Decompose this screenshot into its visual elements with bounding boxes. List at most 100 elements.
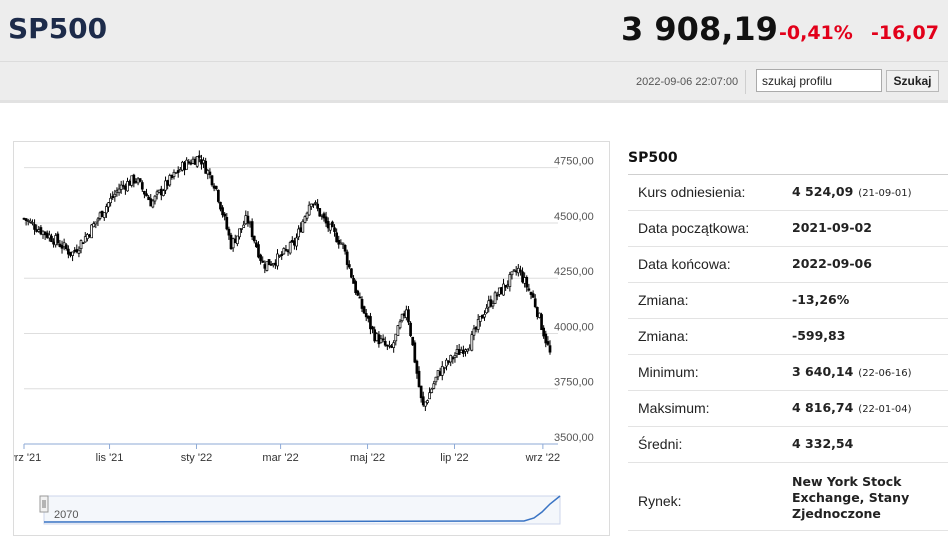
- stats-date: (22-01-04): [858, 404, 912, 415]
- chart-grid: [24, 167, 558, 445]
- stats-value: New York Stock Exchange, Stany Zjednoczo…: [792, 474, 910, 521]
- candle-body: [164, 180, 167, 191]
- candle-body: [33, 224, 36, 230]
- candle-body: [208, 171, 212, 175]
- chart-svg: 4750,00 4500,00 4250,00 4000,00 3750,00 3500,…: [14, 150, 594, 525]
- candle-body: [255, 242, 258, 248]
- stats-label: Data początkowa:: [638, 220, 750, 236]
- candle-body: [529, 292, 533, 295]
- stats-row: Kurs odniesienia: 4 524,09 (21-09-01): [628, 175, 948, 211]
- candle-body: [69, 251, 72, 256]
- candle-body: [105, 206, 108, 214]
- candle-body: [24, 218, 28, 221]
- candle-body: [37, 229, 41, 232]
- candle-body: [385, 344, 389, 347]
- y-tick-label: 3500,00: [554, 432, 594, 444]
- candle-body: [491, 303, 495, 307]
- candle-body: [90, 224, 93, 239]
- candle-body: [102, 212, 106, 218]
- candle-body: [45, 232, 49, 238]
- candle-body: [523, 277, 527, 284]
- candle-body: [22, 217, 26, 220]
- candle-body: [377, 334, 381, 345]
- candle-body: [126, 181, 129, 192]
- candle-body: [35, 229, 39, 232]
- candle-body: [478, 315, 482, 322]
- candle-body: [417, 370, 421, 388]
- candle-body: [424, 401, 427, 407]
- change-percent: -0,41%: [779, 22, 853, 44]
- candle-body: [481, 314, 484, 319]
- stats-row: Minimum: 3 640,14 (22-06-16): [628, 355, 948, 391]
- candle-body: [413, 342, 417, 363]
- candle-body: [197, 155, 201, 158]
- stats-label: Rynek:: [638, 493, 682, 509]
- candle-body: [409, 322, 412, 336]
- candle-body: [151, 200, 155, 208]
- candle-body: [350, 268, 353, 278]
- candle-body: [544, 333, 548, 344]
- candle-body: [500, 287, 503, 295]
- x-tick-label: lip '22: [440, 452, 468, 464]
- candle-body: [316, 203, 319, 209]
- candle-body: [269, 264, 273, 266]
- candle-body: [451, 357, 455, 360]
- price-chart[interactable]: 4750,00 4500,00 4250,00 4000,00 3750,00 3500,…: [13, 141, 610, 536]
- candle-body: [299, 227, 303, 233]
- candle-body: [183, 162, 186, 171]
- candle-body: [510, 271, 514, 276]
- candle-body: [168, 175, 172, 186]
- stats-value: 4 816,74 (22-01-04): [792, 400, 912, 415]
- profile-search-input[interactable]: [756, 69, 882, 92]
- candle-body: [119, 184, 123, 190]
- candle-body: [426, 400, 429, 404]
- candle-body: [52, 241, 55, 245]
- stats-value: 2022-09-06: [792, 256, 872, 271]
- candle-body: [47, 234, 51, 239]
- candle-body: [322, 213, 326, 219]
- candle-body: [345, 251, 349, 265]
- candle-body: [227, 228, 231, 236]
- candle-body: [328, 223, 332, 231]
- candle-body: [438, 371, 442, 376]
- search-button[interactable]: Szukaj: [886, 70, 939, 92]
- candle-body: [415, 360, 419, 374]
- x-tick-label: maj '22: [350, 452, 385, 464]
- candle-body: [67, 248, 70, 255]
- candle-body: [432, 383, 436, 389]
- candle-body: [248, 222, 252, 225]
- candle-body: [527, 288, 531, 291]
- candle-body: [88, 234, 91, 237]
- candle-body: [548, 345, 552, 353]
- candle-body: [430, 388, 434, 393]
- candle-body: [140, 182, 144, 190]
- candle-body: [212, 185, 216, 189]
- x-tick-label: lis '21: [96, 452, 124, 464]
- candle-body: [282, 248, 286, 255]
- stats-row: Zmiana: -13,26%: [628, 283, 948, 319]
- stats-row: Średni: 4 332,54: [628, 427, 948, 463]
- candle-body: [290, 240, 294, 243]
- stats-label: Data końcowa:: [638, 256, 731, 272]
- candle-body: [519, 269, 522, 272]
- candle-body: [172, 171, 176, 177]
- navigator-label: 2070: [54, 509, 78, 521]
- candle-body: [457, 349, 461, 355]
- candle-body: [525, 277, 529, 288]
- stats-value: 2021-09-02: [792, 220, 872, 235]
- candle-body: [83, 236, 87, 243]
- candle-body: [193, 158, 197, 165]
- stats-label: Zmiana:: [638, 292, 689, 308]
- stats-label: Kurs odniesienia:: [638, 184, 746, 200]
- candle-body: [347, 264, 351, 268]
- candle-body: [470, 334, 474, 351]
- candle-body: [362, 306, 366, 314]
- candle-body: [138, 178, 142, 182]
- candle-body: [166, 180, 169, 186]
- candle-body: [274, 262, 277, 266]
- candle-body: [326, 221, 330, 229]
- candle-body: [462, 349, 465, 354]
- navigator-handle[interactable]: [39, 495, 49, 513]
- chart-navigator[interactable]: 2070: [39, 495, 561, 525]
- candle-body: [396, 325, 400, 336]
